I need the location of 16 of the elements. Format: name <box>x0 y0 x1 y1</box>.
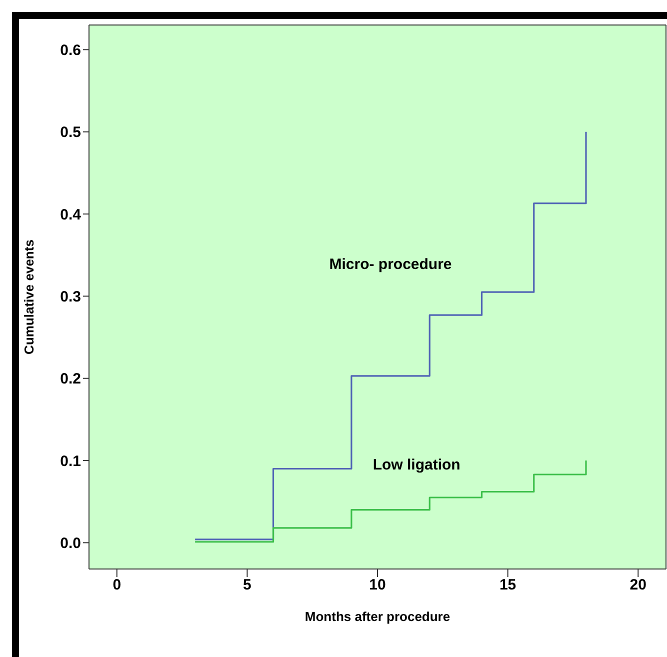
x-tick-label: 20 <box>630 576 646 594</box>
y-tick-label: 0.4 <box>60 206 82 224</box>
x-tick-label: 10 <box>369 576 386 594</box>
y-tick-label: 0.6 <box>60 42 81 59</box>
x-tick-label: 5 <box>243 576 252 594</box>
series-label: Low ligation <box>372 456 460 474</box>
x-axis-title: Months after procedure <box>304 609 450 624</box>
y-tick-label: 0.2 <box>60 370 81 388</box>
x-tick-label: 0 <box>112 576 122 594</box>
y-tick-label: 0.0 <box>60 535 81 552</box>
y-axis-title: Cumulative events <box>22 240 37 354</box>
text: Micro- procedure <box>329 256 452 273</box>
y-tick-label: 0.1 <box>60 452 81 470</box>
y-tick-label: 0.5 <box>60 124 81 142</box>
x-tick-label: 15 <box>499 576 516 594</box>
y-tick-label: 0.3 <box>60 288 81 306</box>
